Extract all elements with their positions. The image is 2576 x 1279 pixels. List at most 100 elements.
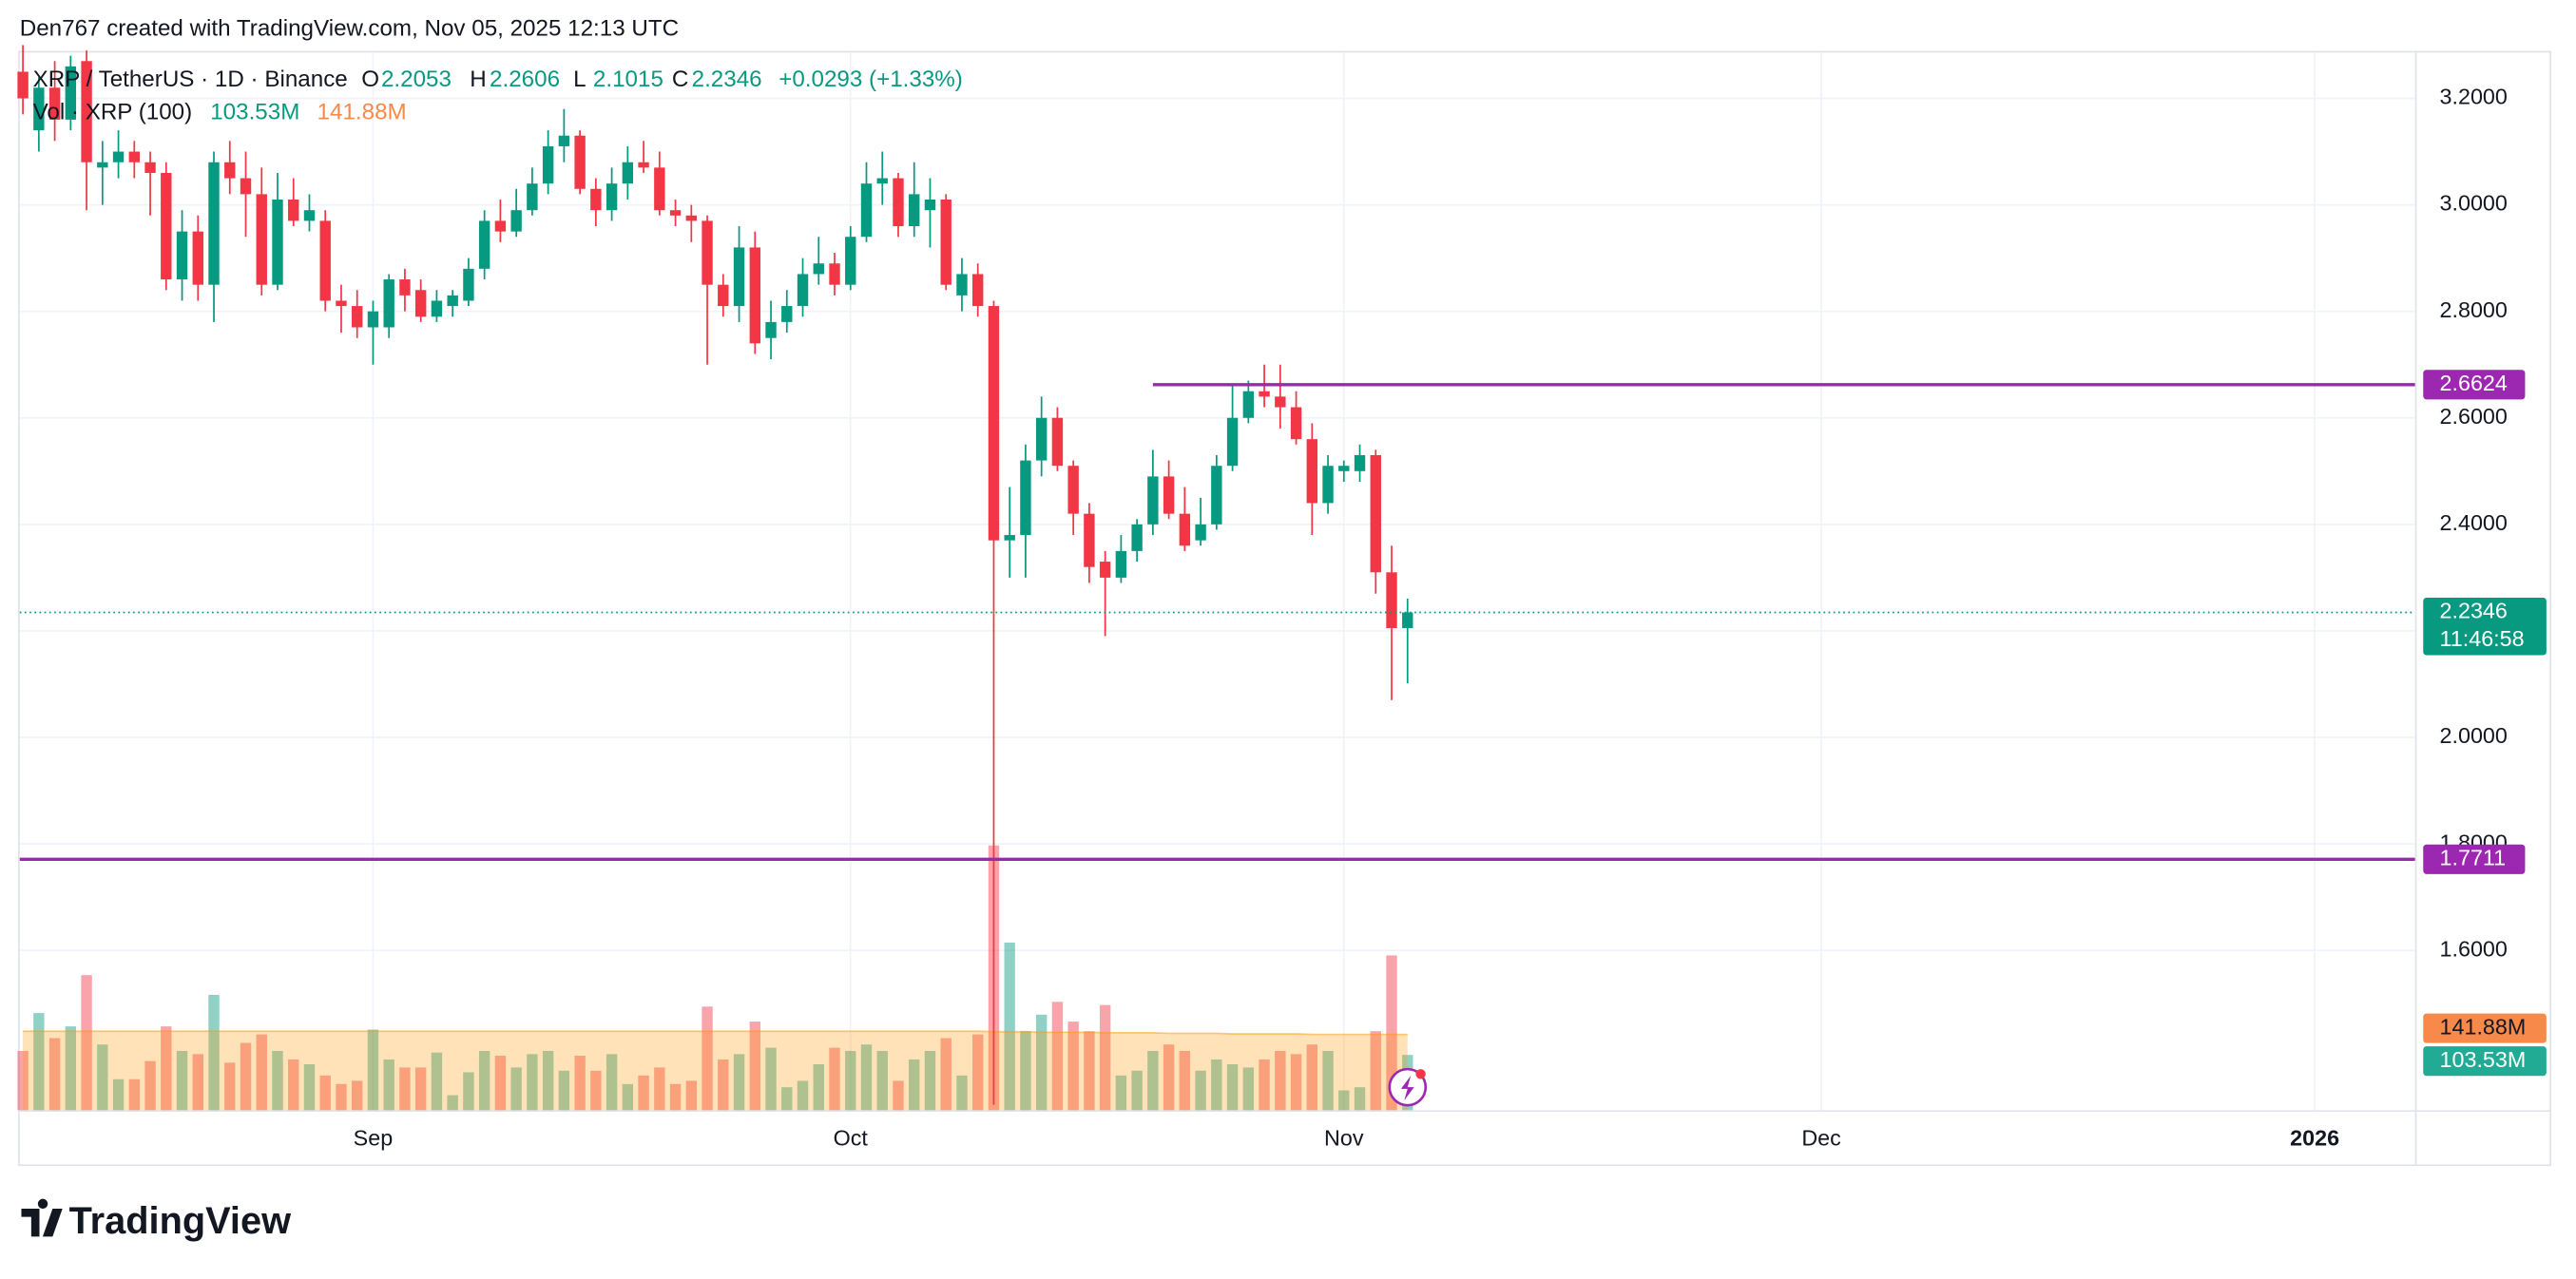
volume-bar [845,1050,856,1111]
candle-body [414,290,427,317]
candle-body [797,274,809,307]
volume-bar [510,1067,522,1111]
candle-body [702,220,713,285]
candle-body [17,71,29,99]
candle-body [367,311,379,328]
volume-bar [940,1038,952,1111]
candle-body [1051,417,1064,467]
volume-bar [1163,1044,1175,1111]
legend-key: C [672,67,688,92]
volume-bar [1035,1014,1048,1111]
x-tick-label: Nov [1324,1126,1364,1151]
candle-body [319,220,331,301]
candle-body [1099,562,1111,578]
volume-bar [128,1079,140,1111]
volume-bar [319,1075,331,1111]
level-badge [2423,370,2526,400]
volume-bar [1051,1002,1064,1111]
candle-body [542,145,554,184]
legend-volume-title: Vol · XRP (100) [33,100,193,125]
candle-body [1084,513,1095,567]
legend-value: 2.2053 [381,67,452,92]
volume-bar [176,1050,188,1111]
candle-body [1402,612,1413,628]
legend-value: 2.1015 [593,67,663,92]
candle-body [813,263,824,275]
candle-body [352,306,363,328]
legend-volume: 103.53M [210,100,299,125]
logo-text: TradingView [69,1200,291,1242]
volume-bar [192,1054,203,1111]
candle-body [161,172,172,280]
volume-bar [718,1059,729,1111]
volume-bar [1099,1004,1111,1111]
volume-bar [685,1080,698,1111]
last-price-label: 2.2346 [2440,599,2508,623]
volume-bar [1226,1064,1239,1111]
candle-body [1035,417,1048,461]
volume-bar [447,1095,458,1111]
legend-symbol: XRP / TetherUS · 1D · Binance [33,67,348,92]
candle-body [924,199,936,211]
volume-bar [208,995,220,1111]
candle-body [192,231,203,285]
volume-bar [1115,1075,1127,1111]
alert-bolt [1400,1076,1414,1100]
volume-bar [638,1075,649,1111]
candle-body [288,199,299,221]
volume-bar [558,1070,570,1111]
candle-body [1322,466,1334,504]
candle-body [1163,476,1175,514]
candle-body [303,210,316,221]
volume-bar [909,1059,920,1111]
volume-ma-area [23,1031,1408,1111]
volume-bar [797,1080,809,1111]
y-tick-label: 2.4000 [2440,510,2508,535]
candle-body [654,167,665,211]
volume-bar [161,1026,172,1111]
y-tick-label: 1.6000 [2440,936,2508,961]
chart-frame [18,50,2552,1167]
legend-change: +0.0293 (+1.33%) [779,67,963,92]
candle-body [208,162,220,285]
candle-body [669,210,682,216]
volume-bar [1084,1031,1095,1111]
volume-bar [33,1013,45,1111]
candle-body [224,162,236,179]
candle-body [399,279,411,296]
candle-body [1115,550,1127,578]
volume-bar [240,1042,252,1111]
plot [17,45,1413,1111]
candle-body [176,231,188,280]
candle-body [97,162,108,168]
candle-body [845,237,856,285]
level-badge [2423,844,2526,874]
candle-body [749,247,760,344]
volume-bar [813,1064,824,1111]
legend-key: L [573,67,586,92]
candle-body [48,87,61,120]
volume-bar [1020,1031,1031,1111]
volume-bar [336,1083,347,1111]
candle-body [733,247,745,307]
candle-body [1131,524,1143,551]
volume-bar [1259,1059,1270,1111]
volume-ma-badge-label: 141.88M [2440,1014,2527,1039]
volume-bar [367,1029,379,1111]
candle-body [1067,466,1079,514]
candle-body [893,178,904,227]
volume-bar [893,1080,904,1111]
last-price-badge [2423,597,2547,656]
volume-bar [956,1075,968,1111]
volume-bar [590,1070,602,1111]
candle-body [781,306,793,322]
volume-ma-line [23,1030,1408,1036]
volume-bar [702,1006,713,1111]
candle-body [956,274,968,296]
volume-bar [112,1079,125,1111]
logo: TradingView [21,1198,291,1242]
level-label: 2.6624 [2440,371,2508,395]
candle-body [510,210,522,232]
volume-bar [65,1026,77,1111]
